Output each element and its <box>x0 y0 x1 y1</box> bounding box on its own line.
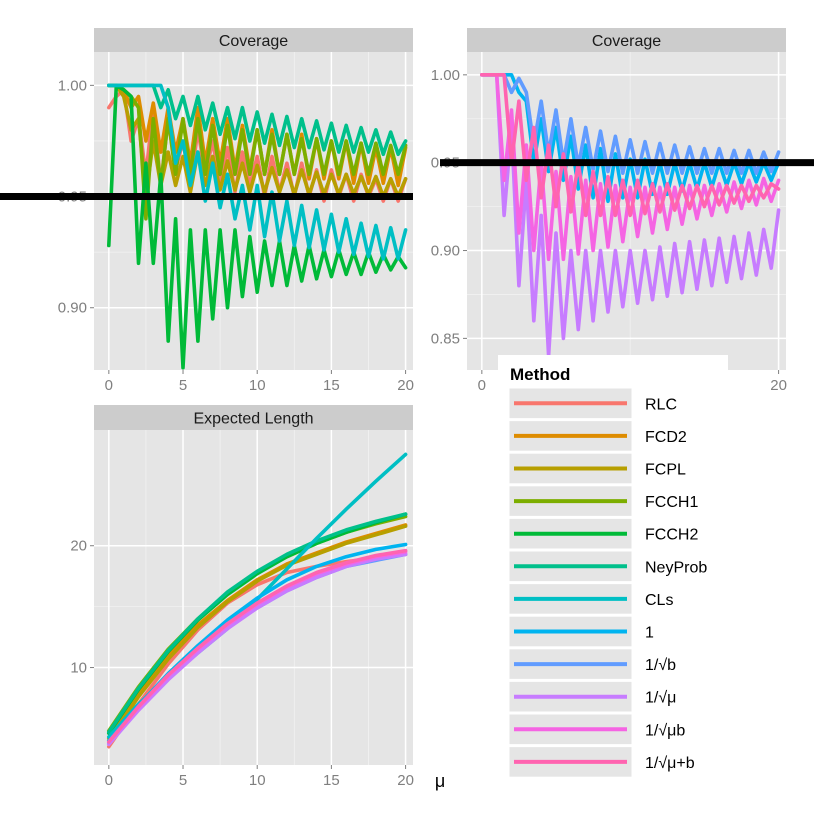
strip-background <box>94 28 413 52</box>
series-line-fcch1 <box>107 83 408 221</box>
panel-title: Coverage <box>219 33 288 50</box>
series-group <box>107 452 408 749</box>
chart-panel-bottom-left: Expected Length 0 5 10 15 20 10 20 <box>70 405 414 789</box>
legend-title: Method <box>510 365 570 384</box>
x-tick-label: 10 <box>249 772 266 789</box>
chart-panels: Coverage051015200.900.951.00Coverage0200… <box>0 28 814 789</box>
y-tick-label: 0.90 <box>431 243 460 260</box>
legend-item: FCCH1 <box>508 485 698 517</box>
legend-label: FCCH1 <box>645 494 698 511</box>
series-line-fcch2 <box>107 83 408 370</box>
legend: Method RLC FCD2 FCPL FCCH1 FCCH2 NeyProb CLs 1 1/… <box>498 355 728 778</box>
y-tick-label: 1.00 <box>431 67 460 84</box>
y-tick-label: 10 <box>70 660 87 677</box>
legend-item: FCPL <box>508 452 686 485</box>
x-tick-label: 5 <box>179 377 187 394</box>
series-line-1-sqrt-mu- <box>479 73 781 358</box>
series-line-1-sqrt-mu-b- <box>479 73 781 262</box>
legend-item: CLs <box>508 583 673 615</box>
series-line-neyprob <box>107 512 408 734</box>
legend-label: 1/√b <box>645 657 676 674</box>
x-tick-label: 20 <box>770 377 787 394</box>
legend-item: RLC <box>508 387 677 420</box>
x-tick-label: 20 <box>397 377 414 394</box>
legend-item: 1/√μ <box>508 680 676 713</box>
y-tick-label: 0.90 <box>58 300 87 317</box>
y-tick-label: 1.00 <box>58 77 87 94</box>
series-line-1-sqrt-mu-b- <box>107 548 408 744</box>
series-group <box>107 83 408 370</box>
series-line-1-sqrt-mu- <box>107 552 408 747</box>
panel-title: Coverage <box>592 33 661 50</box>
series-line-cls <box>107 83 408 261</box>
x-tick-label: 20 <box>397 772 414 789</box>
series-line-1-sqrt-mu-b- <box>479 73 781 218</box>
x-tick-label: 0 <box>478 377 486 394</box>
legend-item: FCCH2 <box>508 517 698 550</box>
x-tick-label: 0 <box>105 377 113 394</box>
legend-label: 1 <box>645 625 654 642</box>
legend-label: FCPL <box>645 462 686 479</box>
x-axis-title: μ <box>435 771 445 791</box>
strip-background <box>467 28 786 52</box>
legend-label: CLs <box>645 592 673 609</box>
legend-label: 1/√μb <box>645 722 685 739</box>
x-tick-label: 15 <box>323 377 340 394</box>
legend-item: 1/√μ+b <box>508 746 695 778</box>
x-tick-label: 0 <box>105 772 113 789</box>
x-tick-label: 10 <box>249 377 266 394</box>
legend-item: 1/√μb <box>508 713 685 746</box>
x-tick-label: 5 <box>179 772 187 789</box>
legend-item: NeyProb <box>508 550 707 583</box>
legend-label: RLC <box>645 396 677 413</box>
y-tick-label: 20 <box>70 538 87 555</box>
legend-item: FCD2 <box>508 420 687 452</box>
legend-item: 1/√b <box>508 648 676 680</box>
y-tick-label: 0.85 <box>431 330 460 347</box>
legend-label: NeyProb <box>645 559 707 576</box>
legend-label: 1/√μ+b <box>645 755 695 772</box>
legend-label: FCCH2 <box>645 527 698 544</box>
legend-label: FCD2 <box>645 429 687 446</box>
panel-title: Expected Length <box>193 411 313 428</box>
x-tick-label: 15 <box>323 772 340 789</box>
series-line-fcpl <box>107 524 408 743</box>
legend-item: 1 <box>508 615 654 648</box>
legend-label: 1/√μ <box>645 690 676 707</box>
panel-background <box>94 430 413 765</box>
strip-background <box>94 405 413 430</box>
series-line-neyprob <box>107 83 408 157</box>
